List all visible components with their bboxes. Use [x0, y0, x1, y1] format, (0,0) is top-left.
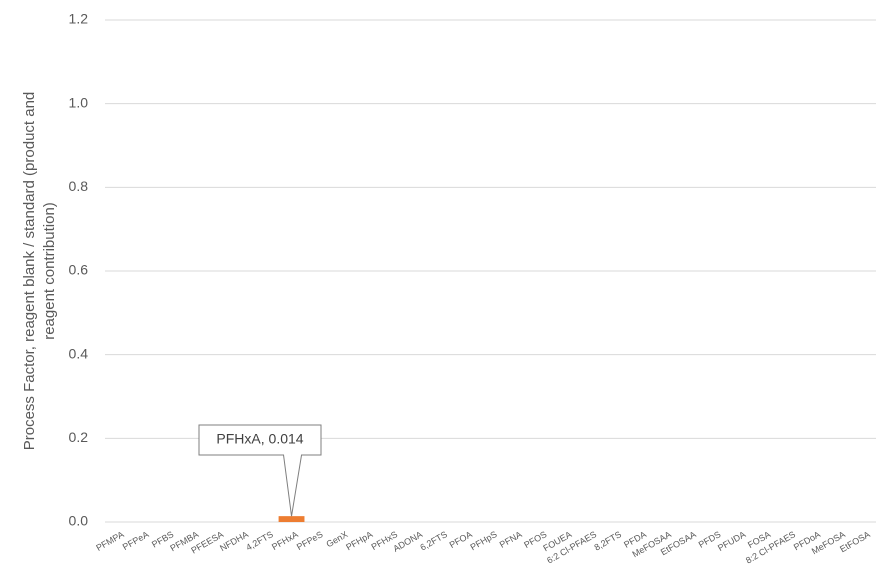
x-tick-label: PFHxA [270, 529, 300, 552]
y-tick-label: 1.2 [69, 11, 89, 27]
y-axis-label: reagent contribution) [41, 202, 58, 340]
y-tick-label: 0.6 [69, 262, 89, 278]
x-tick-label: NFDHA [218, 529, 250, 553]
y-tick-label: 0.4 [69, 345, 89, 361]
x-tick-label: PFPeS [295, 529, 325, 552]
x-tick-label: PFPeA [121, 529, 151, 552]
bar [278, 516, 305, 522]
y-axis-label: Process Factor, reagent blank / standard… [21, 92, 38, 451]
y-tick-label: 1.0 [69, 94, 89, 110]
x-tick-label: 8,2FTS [592, 529, 623, 552]
x-tick-label: PFHpS [469, 529, 499, 552]
y-tick-label: 0.0 [69, 513, 89, 529]
x-tick-label: PFHpA [344, 529, 374, 552]
data-label: PFHxA, 0.014 [216, 431, 303, 447]
x-tick-label: PFMPA [94, 529, 125, 553]
y-tick-label: 0.8 [69, 178, 89, 194]
y-tick-label: 0.2 [69, 429, 89, 445]
x-tick-label: PFNA [498, 529, 524, 550]
callout-box [198, 424, 322, 517]
x-tick-label: PFUDA [716, 529, 747, 553]
x-tick-label: 6,2FTS [418, 529, 449, 552]
x-tick-label: 4,2FTS [244, 529, 275, 552]
